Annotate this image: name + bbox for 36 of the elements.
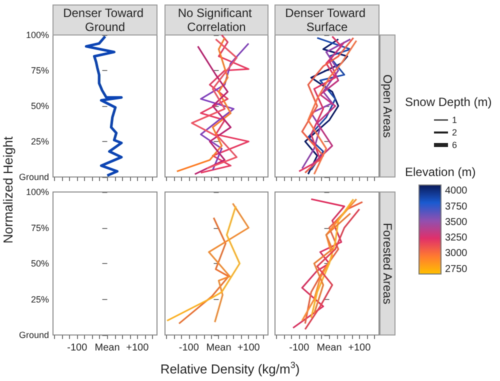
y-tick-label: Ground xyxy=(18,330,49,340)
x-tick-label: Mean xyxy=(206,342,232,354)
x-tick-label: Mean xyxy=(316,342,342,354)
text: 2 xyxy=(452,128,458,138)
color-bar-label: 3750 xyxy=(445,201,468,212)
color-bar-label: 2750 xyxy=(445,264,468,275)
y-tick-label: 75% xyxy=(30,66,49,76)
y-tick-label: 50% xyxy=(30,258,49,268)
legend-title: Snow Depth (m) xyxy=(405,95,492,109)
chart-title: Denser Toward Ground xyxy=(63,6,147,34)
color-bar-label: 3000 xyxy=(445,248,468,260)
x-tick-label: +100 xyxy=(348,342,372,354)
x-tick-label: Mean xyxy=(94,342,120,354)
text: Forested Areas xyxy=(380,222,394,304)
chart-title: Denser Toward Surface xyxy=(285,6,369,34)
y-axis-title: Normalized Height xyxy=(0,136,16,244)
text: 6 xyxy=(452,140,458,150)
chart-title: No Significant Correlation xyxy=(178,6,256,34)
color-bar-label: 4000 xyxy=(445,186,468,197)
y-tick-label: 100% xyxy=(26,187,49,197)
y-tick-label: 75% xyxy=(30,222,49,233)
y-tick-label: 50% xyxy=(30,101,49,111)
y-tick-label: Ground xyxy=(18,172,49,182)
x-tick-label: +100 xyxy=(237,342,260,354)
text: Open Areas xyxy=(380,74,394,138)
color-bar-label: 3250 xyxy=(445,232,468,244)
x-tick-label: -100 xyxy=(289,342,310,354)
y-tick-label: 25% xyxy=(30,294,49,304)
x-tick-label: +100 xyxy=(126,342,150,354)
y-tick-label: 100% xyxy=(26,30,49,40)
x-tick-label: -100 xyxy=(67,342,88,354)
y-tick-label: 25% xyxy=(30,136,49,146)
x-tick-label: -100 xyxy=(178,342,200,354)
text: 1 xyxy=(452,115,458,125)
color-bar-title: Elevation (m) xyxy=(405,165,476,179)
color-bar-label: 3500 xyxy=(445,216,468,228)
